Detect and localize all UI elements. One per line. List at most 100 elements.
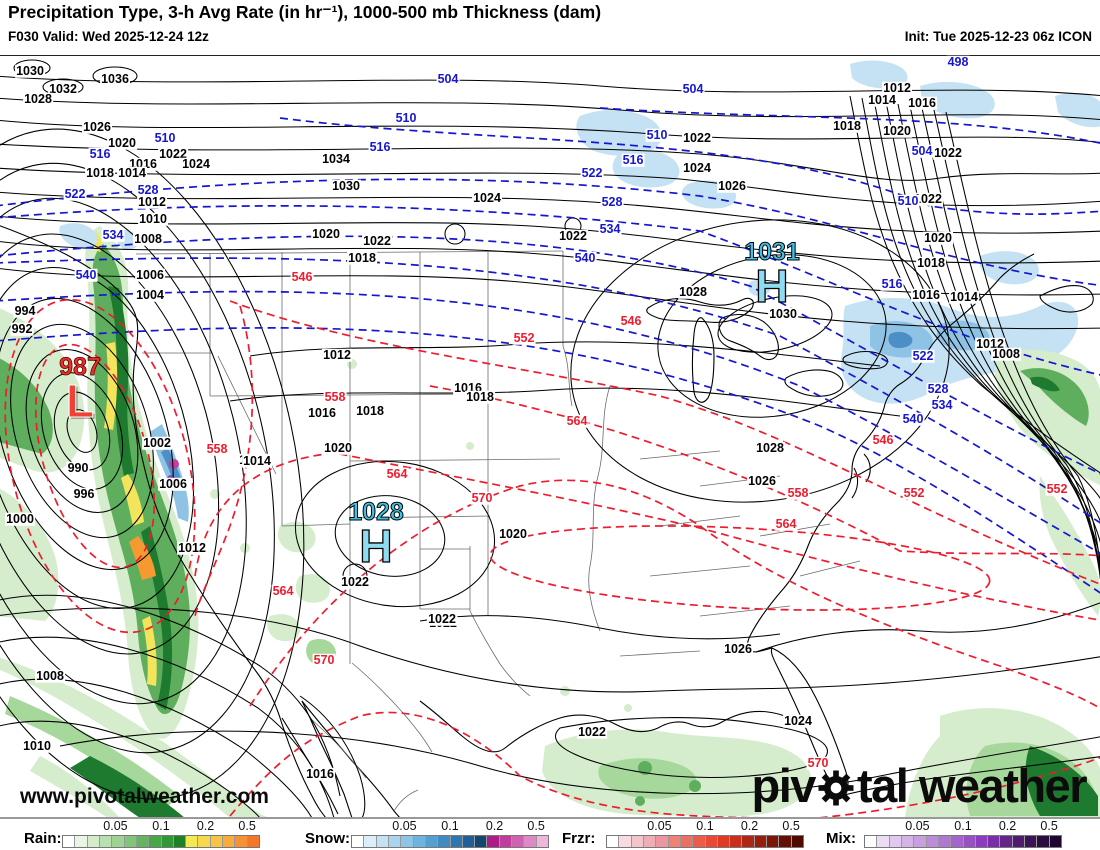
legend-color-cell xyxy=(988,836,1001,847)
isobar-label: 1014 xyxy=(949,289,979,304)
isobar-label: 1018 xyxy=(465,389,495,404)
legend-color-cell xyxy=(198,836,211,847)
pressure-letter: H xyxy=(755,259,790,312)
legend-color-cell xyxy=(235,836,248,847)
thickness-label-red: 546 xyxy=(871,432,895,447)
legend-tick: 0.5 xyxy=(527,819,545,833)
thickness-label-blue: 540 xyxy=(573,250,597,265)
isobar-label: 1018 xyxy=(832,118,862,133)
thickness-label-blue: 528 xyxy=(600,194,624,209)
legend-color-cell xyxy=(499,836,513,847)
isobar-label: 1026 xyxy=(82,119,112,134)
isobar-label: 1016 xyxy=(907,95,937,110)
pressure-value: 1031 xyxy=(744,238,801,266)
isobar-label: 1008 xyxy=(133,231,163,246)
isobar-label: 1022 xyxy=(362,233,392,248)
thickness-label-red: 564 xyxy=(385,466,409,481)
thickness-label-blue: 498 xyxy=(946,54,970,69)
thickness-label-blue: 516 xyxy=(621,152,645,167)
precip-legend: Rain: 0.05 0.1 0.2 0.5 Snow: 0.05 0.1 0.2 0.5 Frzr… xyxy=(0,817,1100,850)
legend-color-cell xyxy=(865,836,878,847)
legend-tick: 0.5 xyxy=(238,819,256,833)
legend-color-cell xyxy=(536,836,548,847)
watermark-url: www.pivotalweather.com xyxy=(20,785,269,808)
thickness-red xyxy=(4,298,1100,818)
legend-tick: 0.05 xyxy=(392,819,417,833)
legend-color-cell xyxy=(247,836,259,847)
legend-colorbar-snow xyxy=(351,835,549,848)
legend-color-cell xyxy=(1037,836,1050,847)
isobar-label: 1024 xyxy=(682,160,712,175)
legend-color-cell xyxy=(938,836,952,847)
legend-color-cell xyxy=(112,836,125,847)
legend-color-cell xyxy=(914,836,927,847)
legend-color-cell xyxy=(926,836,939,847)
isobar-label: 1020 xyxy=(323,440,353,455)
legend-color-cell xyxy=(693,836,706,847)
legend-color-cell xyxy=(124,836,137,847)
thickness-label-blue: 528 xyxy=(136,182,160,197)
map-art xyxy=(0,59,1100,818)
legend-color-cell xyxy=(388,836,402,847)
legend-tick: 0.05 xyxy=(647,819,672,833)
legend-color-cell xyxy=(680,836,694,847)
legend-tick: 0.1 xyxy=(441,819,459,833)
thickness-label-blue: 516 xyxy=(880,276,904,291)
legend-color-cell xyxy=(975,836,989,847)
legend-color-cell xyxy=(607,836,620,847)
thickness-label-blue: 540 xyxy=(74,267,98,282)
isobar-label: 1020 xyxy=(923,230,953,245)
isobar-label: 1028 xyxy=(678,284,708,299)
legend-colorbar-mix xyxy=(864,835,1062,848)
legend-color-cell xyxy=(63,836,76,847)
legend-color-cell xyxy=(963,836,976,847)
isobar-label: 1020 xyxy=(498,526,528,541)
isobar-label: 1016 xyxy=(911,287,941,302)
isobar-label: 1022 xyxy=(913,191,943,206)
legend-label-mix: Mix: xyxy=(826,830,856,847)
thickness-label-red: 558 xyxy=(786,485,810,500)
legend-color-cell xyxy=(643,836,657,847)
legend-color-cell xyxy=(1012,836,1026,847)
isobar-label: 1016 xyxy=(307,405,337,420)
legend-color-cell xyxy=(619,836,632,847)
legend-colorbar-frzr xyxy=(606,835,804,848)
isobar-label: 1010 xyxy=(22,738,52,753)
legend-color-cell xyxy=(877,836,890,847)
isobar-label: 994 xyxy=(13,303,37,318)
legend-tick: 0.1 xyxy=(152,819,170,833)
isobar-label: 1028 xyxy=(755,440,785,455)
thickness-label-blue: 534 xyxy=(930,397,954,412)
legend-color-cell xyxy=(149,836,162,847)
thickness-label-blue: 516 xyxy=(368,139,392,154)
legend-color-cell xyxy=(512,836,525,847)
brand-text-right: tal weather xyxy=(856,759,1088,812)
thickness-label-red: 570 xyxy=(470,490,494,505)
legend-color-cell xyxy=(717,836,731,847)
legend-colorbar-rain xyxy=(62,835,260,848)
legend-tick: 0.1 xyxy=(696,819,714,833)
isobar-label: 1022 xyxy=(158,146,188,161)
isobar-label: 1022 xyxy=(340,574,370,589)
isobar-label: 1026 xyxy=(717,178,747,193)
legend-color-cell xyxy=(401,836,414,847)
isobar-label: 1036 xyxy=(100,71,130,86)
legend-color-cell xyxy=(668,836,681,847)
legend-color-cell xyxy=(450,836,463,847)
thickness-label-red: 558 xyxy=(205,441,229,456)
thickness-label-red: 552 xyxy=(1045,481,1069,496)
legend-tick: 0.1 xyxy=(954,819,972,833)
isobar-label: 1012 xyxy=(322,347,352,362)
precip-rain-atlantic xyxy=(905,349,1100,818)
isobar-label: 1022 xyxy=(577,724,607,739)
high-pressure-center: 1031 H xyxy=(744,238,801,312)
legend-color-cell xyxy=(462,836,476,847)
isobar-label: 1022 xyxy=(427,611,457,626)
isobar-label: 1030 xyxy=(331,178,361,193)
thickness-label-red: 546 xyxy=(619,313,643,328)
thickness-label-red: 564 xyxy=(774,516,798,531)
legend-color-cell xyxy=(99,836,113,847)
legend-color-cell xyxy=(742,836,755,847)
legend-color-cell xyxy=(487,836,500,847)
